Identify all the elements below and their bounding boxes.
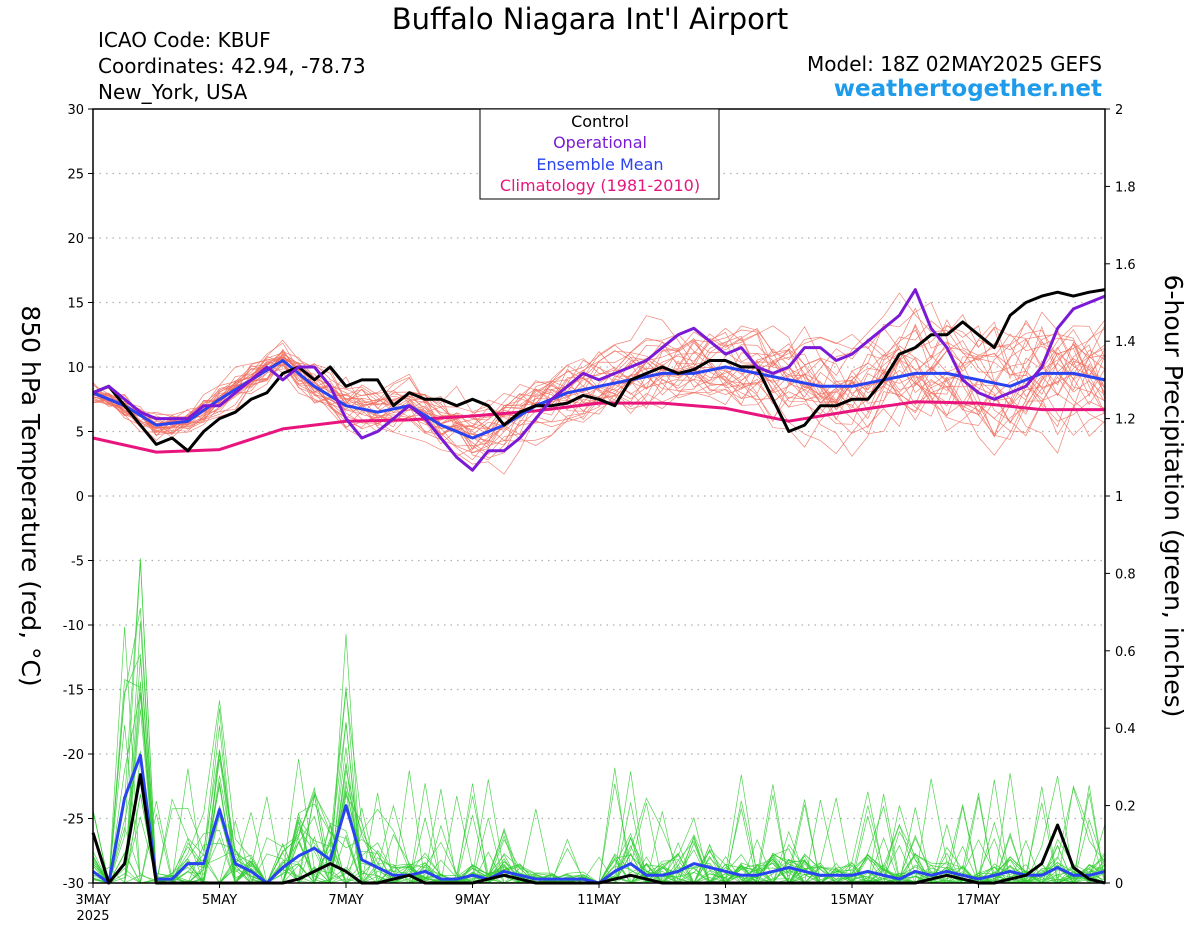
y-axis-left-label: 850 hPa Temperature (red, °C) [16, 305, 45, 686]
precipitation-member-line [92, 749, 1106, 885]
coordinates: Coordinates: 42.94, -78.73 [98, 54, 366, 78]
left-tick-label: 0 [76, 490, 84, 505]
precipitation-member-line [92, 692, 1106, 885]
x-tick-label: 3MAY [75, 893, 110, 908]
y-axis-right-label: 6-hour Precipitation (green, inches) [1159, 275, 1188, 718]
model-run: Model: 18Z 02MAY2025 GEFS [807, 52, 1102, 76]
legend-ensemble-mean: Ensemble Mean [536, 155, 663, 174]
right-axis-ticks: 2 1.8 1.6 1.4 1.2 1 0.8 0.6 0.4 0.2 0 [1105, 103, 1136, 892]
right-tick-label: 0.2 [1115, 800, 1136, 815]
right-tick-label: 1.6 [1115, 258, 1136, 273]
left-tick-label: 10 [67, 361, 84, 376]
ensemble-mean-precipitation-line [92, 753, 1106, 885]
right-tick-label: 1 [1115, 490, 1123, 505]
left-tick-label: -25 [63, 813, 84, 828]
grid [93, 172, 1105, 820]
chart-title: Buffalo Niagara Int'l Airport [391, 2, 789, 36]
site-name: weathertogether.net [833, 76, 1102, 102]
plot-frame [92, 108, 1106, 884]
precipitation-member-line [93, 634, 1106, 884]
legend-box [479, 108, 720, 200]
location: New_York, USA [98, 80, 248, 104]
legend-operational: Operational [553, 133, 647, 152]
x-tick-label: 5MAY [202, 893, 237, 908]
legend: Control Operational Ensemble Mean Climat… [479, 108, 720, 200]
left-tick-label: -30 [63, 877, 84, 892]
legend-control: Control [571, 112, 629, 131]
icao-code: ICAO Code: KBUF [98, 28, 271, 52]
temperature-member-line [92, 311, 1106, 441]
temperature-member-line [92, 307, 1106, 457]
left-tick-label: -5 [71, 555, 84, 570]
temperature-member-line [92, 319, 1106, 449]
x-tick-label: 15MAY [830, 893, 874, 908]
precipitation-member-line [92, 747, 1106, 884]
temperature-member-line [92, 319, 1106, 451]
precipitation-member-line [92, 751, 1106, 884]
x-tick-label: 11MAY [577, 893, 621, 908]
x-tick-label: 9MAY [455, 893, 490, 908]
right-tick-label: 0.4 [1115, 722, 1136, 737]
climatology-1981-2010-temperature-line [92, 400, 1105, 454]
x-tick-label: 17MAY [957, 893, 1001, 908]
left-tick-label: 15 [67, 297, 84, 312]
x-tick-label: 13MAY [704, 893, 748, 908]
left-tick-label: -15 [63, 684, 84, 699]
left-tick-label: 25 [67, 168, 84, 183]
right-tick-label: 1.2 [1115, 413, 1136, 428]
right-tick-label: 0.8 [1115, 567, 1136, 582]
temperature-member-line [92, 324, 1106, 429]
right-tick-label: 1.4 [1115, 335, 1136, 350]
operational-temperature-line [92, 288, 1106, 472]
precipitation-member-line [93, 608, 1105, 885]
left-tick-label: 20 [67, 232, 84, 247]
left-tick-label: 30 [67, 103, 84, 118]
left-tick-label: -20 [63, 748, 84, 763]
precipitation-member-line [92, 695, 1106, 884]
ensemble-mean-temperature-line [92, 359, 1106, 440]
right-tick-label: 1.8 [1115, 180, 1136, 195]
precipitation-member-line [92, 725, 1106, 884]
left-tick-label: 5 [76, 426, 84, 441]
temperature-member-line [92, 321, 1106, 455]
temperature-member-line [92, 337, 1106, 437]
precip-members [92, 558, 1106, 885]
precipitation-member-line [93, 757, 1106, 884]
legend-climatology: Climatology (1981-2010) [500, 176, 700, 195]
x-tick-sublabel: 2025 [76, 909, 109, 924]
temperature-member-line [92, 329, 1106, 446]
right-tick-label: 2 [1115, 103, 1123, 118]
left-axis-ticks: 30 25 20 15 10 5 0 -5 -10 -15 -20 -25 -30 [63, 103, 93, 892]
left-tick-label: -10 [63, 619, 84, 634]
right-tick-label: 0.6 [1115, 645, 1136, 660]
right-tick-label: 0 [1115, 877, 1123, 892]
x-tick-label: 7MAY [328, 893, 363, 908]
